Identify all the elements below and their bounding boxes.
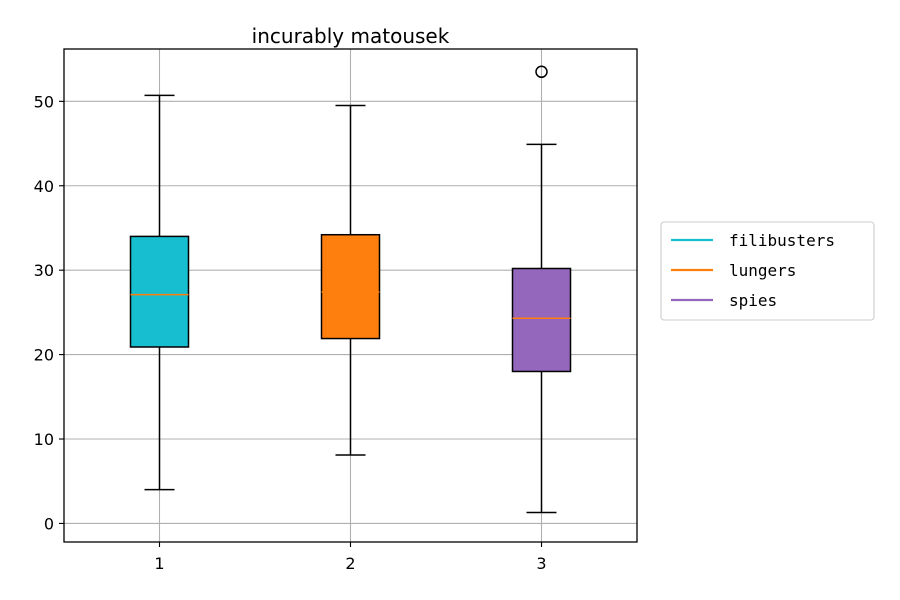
x-tick-label: 2	[345, 554, 355, 573]
legend: filibusters lungers spies	[660, 221, 875, 321]
box-lungers	[320, 104, 381, 456]
x-tick-label: 3	[536, 554, 546, 573]
y-tick-label: 50	[34, 92, 54, 111]
chart-title: incurably matousek	[252, 24, 450, 48]
legend-label: lungers	[729, 261, 796, 280]
iqr-box	[320, 233, 381, 340]
x-tick-label: 1	[154, 554, 164, 573]
y-tick-label: 0	[44, 514, 54, 533]
iqr-box	[511, 267, 572, 373]
outlier-point	[535, 65, 548, 79]
y-tick-label: 40	[34, 177, 54, 196]
box-filibusters	[129, 94, 190, 491]
iqr-box	[129, 235, 190, 348]
axis-ticks: 0 10 20 30 40 50 1 2 3	[34, 92, 547, 573]
legend-label: filibusters	[729, 231, 835, 250]
legend-label: spies	[729, 291, 777, 310]
y-tick-label: 20	[34, 346, 54, 365]
legend-frame	[660, 221, 875, 321]
boxes	[129, 65, 572, 514]
y-tick-label: 30	[34, 261, 54, 280]
box-spies	[511, 65, 572, 514]
y-tick-label: 10	[34, 430, 54, 449]
